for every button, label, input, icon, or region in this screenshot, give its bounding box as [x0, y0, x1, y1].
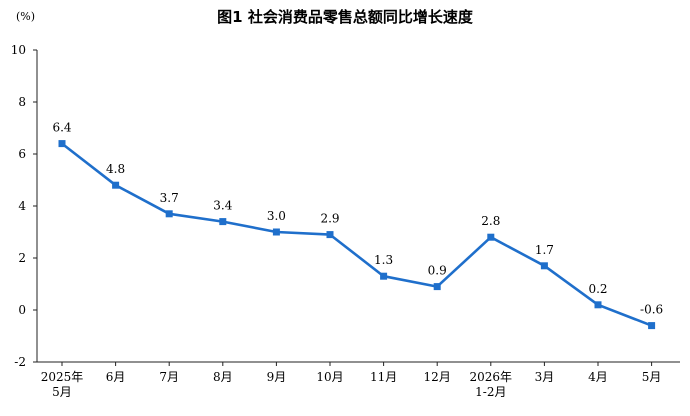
- data-point-marker: [219, 218, 227, 226]
- data-point-marker: [58, 140, 66, 148]
- x-tick-label: 5月: [642, 370, 662, 384]
- x-tick-label-line: 12月: [424, 370, 451, 384]
- data-labels: 6.4 4.8 3.7 3.4 3.0 2.9 1.3 0.9 2.8 1.7 0.2 -0.6: [52, 121, 663, 317]
- data-point-marker: [487, 233, 495, 241]
- x-tick-label-line: 2025年: [41, 370, 84, 384]
- y-axis-ticks: -2 0 2 4 6 8 10: [11, 43, 37, 369]
- x-tick-label-line: 5月: [642, 370, 662, 384]
- x-tick-label: 10月: [316, 370, 343, 384]
- x-tick-label: 2026年 1-2月: [470, 370, 513, 399]
- data-label: 6.4: [52, 121, 71, 135]
- x-tick-label: 11月: [370, 370, 397, 384]
- x-tick-label-line: 3月: [535, 370, 555, 384]
- y-tick-label: 10: [11, 43, 26, 57]
- y-tick-label: 4: [18, 199, 26, 213]
- data-label: 2.9: [320, 212, 339, 226]
- data-label: 1.7: [535, 243, 554, 257]
- data-label: 1.3: [374, 253, 393, 267]
- chart-title: 图1 社会消费品零售总额同比增长速度: [217, 8, 474, 26]
- x-tick-label-line: 5月: [52, 385, 72, 399]
- x-tick-label-line: 1-2月: [475, 385, 506, 399]
- data-point-marker: [540, 262, 548, 270]
- data-label: 3.7: [160, 191, 179, 205]
- data-point-marker: [112, 181, 120, 189]
- x-tick-label-line: 9月: [267, 370, 287, 384]
- data-label: 3.0: [267, 209, 286, 223]
- data-label: 4.8: [106, 162, 125, 176]
- data-point-marker: [433, 283, 441, 291]
- data-label: 3.4: [213, 199, 232, 213]
- x-tick-label-line: 2026年: [470, 370, 513, 384]
- y-tick-label: 0: [18, 303, 26, 317]
- x-tick-label-line: 6月: [106, 370, 126, 384]
- data-label: 2.8: [481, 214, 500, 228]
- data-point-marker: [648, 322, 656, 330]
- y-tick-label: 8: [18, 95, 26, 109]
- x-tick-label-line: 10月: [316, 370, 343, 384]
- data-point-marker: [380, 272, 388, 280]
- y-tick-label: -2: [14, 355, 26, 369]
- x-tick-label: 12月: [424, 370, 451, 384]
- x-tick-label: 8月: [213, 370, 233, 384]
- x-tick-label-line: 8月: [213, 370, 233, 384]
- y-tick-label: 2: [18, 251, 26, 265]
- axes: [36, 50, 680, 363]
- x-tick-label: 7月: [159, 370, 179, 384]
- y-axis-unit-label: (%): [16, 10, 35, 23]
- series-group: [58, 140, 656, 330]
- data-point-marker: [272, 228, 280, 236]
- data-label: -0.6: [640, 303, 663, 317]
- x-tick-label: 6月: [106, 370, 126, 384]
- data-point-marker: [165, 210, 173, 218]
- x-tick-label-line: 4月: [588, 370, 608, 384]
- y-tick-label: 6: [18, 147, 26, 161]
- x-tick-label: 2025年 5月: [41, 370, 84, 399]
- data-point-marker: [326, 231, 334, 239]
- series-line: [61, 142, 653, 327]
- data-point-marker: [594, 301, 602, 309]
- x-tick-label: 9月: [267, 370, 287, 384]
- x-tick-label: 4月: [588, 370, 608, 384]
- x-tick-label: 3月: [535, 370, 555, 384]
- x-tick-label-line: 7月: [159, 370, 179, 384]
- data-label: 0.2: [588, 282, 607, 296]
- x-tick-label-line: 11月: [370, 370, 397, 384]
- data-label: 0.9: [428, 264, 447, 278]
